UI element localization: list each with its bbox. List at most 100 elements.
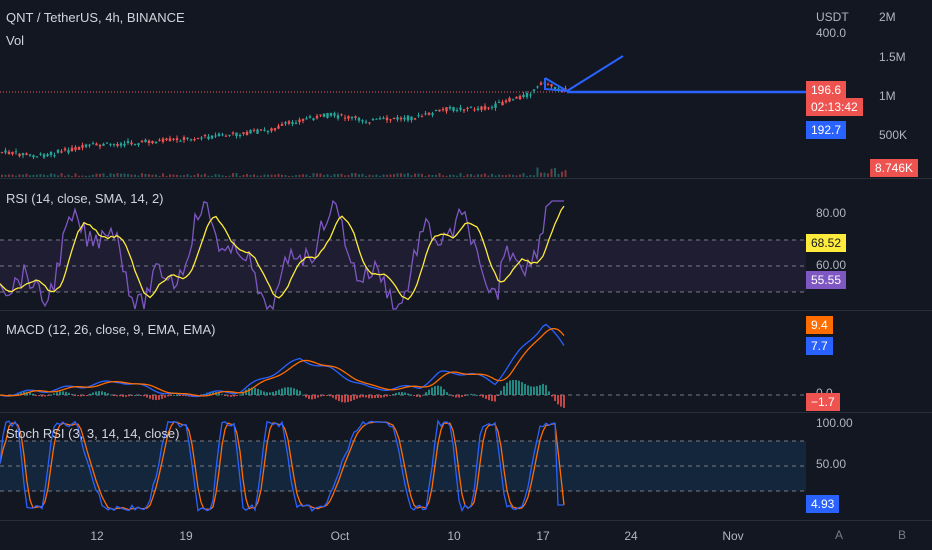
volume-bar xyxy=(288,175,290,177)
stoch-axis-label: 100.00 xyxy=(816,416,853,430)
stoch-title[interactable]: Stoch RSI (3, 3, 14, 14, close) xyxy=(6,426,180,441)
macd-chart[interactable] xyxy=(0,311,806,412)
candle-body xyxy=(203,135,207,137)
macd-histogram-bar xyxy=(179,395,181,396)
candle-body xyxy=(322,113,326,117)
volume-bar xyxy=(463,175,465,177)
macd-histogram-bar xyxy=(173,394,175,396)
time-label: 12 xyxy=(90,529,104,543)
price-chart[interactable] xyxy=(0,0,806,178)
macd-title[interactable]: MACD (12, 26, close, 9, EMA, EMA) xyxy=(6,322,216,337)
rsi-ma-tag: 68.52 xyxy=(806,234,847,252)
macd-histogram-bar xyxy=(455,395,457,398)
time-axis[interactable]: 12 19 Oct 10 17 24 Nov xyxy=(0,520,932,550)
candle-body xyxy=(462,109,466,111)
auto-scale-button[interactable]: A xyxy=(834,528,843,542)
candle-body xyxy=(154,141,158,144)
rsi-title[interactable]: RSI (14, close, SMA, 14, 2) xyxy=(6,191,164,206)
price-axis[interactable]: USDT 400.0 2M 1.5M 1M 500K xyxy=(806,0,932,178)
volume-bar xyxy=(95,173,98,177)
macd-histogram-bar xyxy=(233,395,235,397)
macd-pane[interactable]: MACD (12, 26, close, 9, EMA, EMA) xyxy=(0,311,806,412)
macd-histogram-bar xyxy=(305,395,307,398)
volume-bar xyxy=(459,173,462,177)
macd-histogram-bar xyxy=(503,386,505,395)
macd-histogram-bar xyxy=(509,380,511,395)
pane-divider[interactable] xyxy=(0,412,932,413)
macd-histogram-bar xyxy=(278,389,280,395)
candle-body xyxy=(207,136,210,139)
volume-bar xyxy=(393,174,395,177)
candle-body xyxy=(483,106,487,110)
rsi-line xyxy=(0,199,564,310)
macd-histogram-bar xyxy=(290,387,292,395)
stoch-k-line xyxy=(0,419,564,513)
log-scale-button[interactable]: B xyxy=(897,528,906,542)
macd-histogram-bar xyxy=(317,395,319,398)
symbol-title[interactable]: QNT / TetherUS, 4h, BINANCE xyxy=(6,10,185,25)
macd-histogram-bar xyxy=(491,395,493,402)
macd-histogram-bar xyxy=(185,395,187,397)
volume-title[interactable]: Vol xyxy=(6,33,25,48)
macd-histogram-bar xyxy=(389,395,391,396)
price-pane[interactable]: QNT / TetherUS, 4h, BINANCE Vol xyxy=(0,0,806,178)
volume-bar xyxy=(323,175,325,177)
macd-histogram-bar xyxy=(464,395,466,396)
macd-histogram-bar xyxy=(401,391,403,395)
volume-bar xyxy=(354,173,357,177)
volume-bar xyxy=(274,174,276,177)
candle-body xyxy=(515,96,518,99)
rsi-chart[interactable] xyxy=(0,179,806,310)
macd-signal-line xyxy=(0,327,565,397)
candle-body xyxy=(378,118,382,120)
candle-body xyxy=(35,156,39,158)
candle-body xyxy=(382,117,385,119)
volume-bar xyxy=(547,173,549,177)
candle-body xyxy=(172,138,175,140)
rsi-pane[interactable]: RSI (14, close, SMA, 14, 2) xyxy=(0,179,806,310)
candle-body xyxy=(214,135,217,137)
volume-bar xyxy=(505,175,507,177)
macd-histogram-bar xyxy=(167,395,169,397)
candle-body xyxy=(354,116,357,118)
volume-bar xyxy=(155,174,157,177)
volume-bar xyxy=(284,175,287,177)
macd-histogram-bar xyxy=(359,395,361,398)
candle-body xyxy=(511,99,515,101)
candle-body xyxy=(126,141,130,143)
candle-body xyxy=(109,144,112,146)
rsi-axis[interactable]: 80.00 60.00 xyxy=(806,179,932,310)
candle-body xyxy=(371,119,375,121)
candle-body xyxy=(46,154,49,157)
macd-histogram-bar xyxy=(161,395,163,399)
macd-histogram-bar xyxy=(254,387,256,395)
time-label: 24 xyxy=(624,529,638,543)
volume-bar xyxy=(99,173,101,177)
macd-histogram-bar xyxy=(482,395,484,398)
volume-bar xyxy=(78,175,80,177)
stoch-axis[interactable]: 100.00 50.00 xyxy=(806,413,932,520)
volume-bar xyxy=(561,171,563,177)
candle-body xyxy=(102,143,105,146)
candle-body xyxy=(231,132,235,134)
candle-body xyxy=(417,115,420,117)
volume-bar xyxy=(120,173,122,177)
volume-bar xyxy=(424,175,427,177)
stoch-pane[interactable]: Stoch RSI (3, 3, 14, 14, close) xyxy=(0,413,806,520)
candle-body xyxy=(406,115,410,121)
candle-body xyxy=(193,139,196,141)
stoch-chart[interactable] xyxy=(0,413,806,520)
candle-body xyxy=(98,145,102,147)
macd-histogram-bar xyxy=(242,391,244,395)
volume-bar xyxy=(340,173,343,177)
candle-body xyxy=(221,134,224,136)
macd-histogram-bar xyxy=(83,395,85,396)
candle-body xyxy=(350,117,354,119)
candle-body xyxy=(480,106,483,110)
candle-body xyxy=(56,150,60,153)
pane-divider[interactable] xyxy=(0,310,932,311)
pane-divider[interactable] xyxy=(0,178,932,179)
candle-body xyxy=(364,121,368,123)
macd-histogram-bar xyxy=(404,392,406,395)
macd-histogram-bar xyxy=(59,391,61,395)
